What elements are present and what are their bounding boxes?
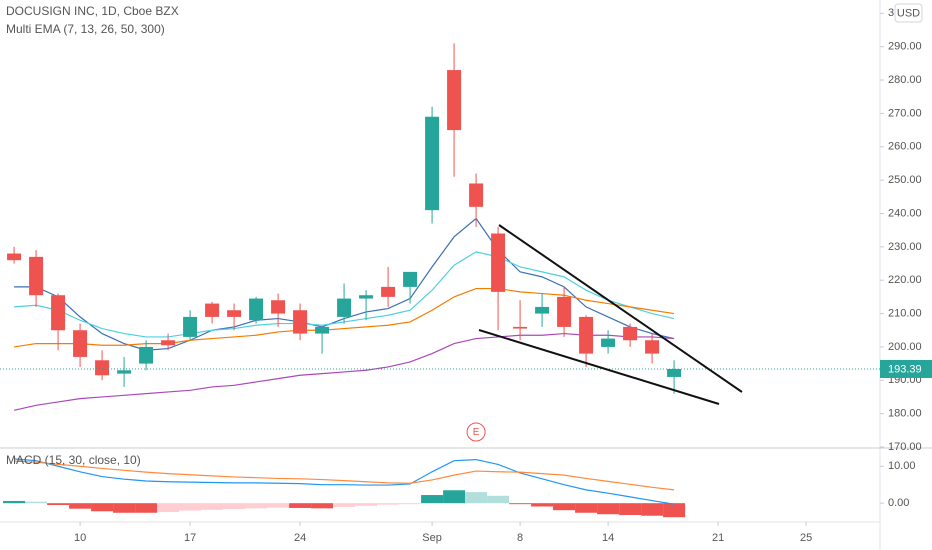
histogram-bar <box>3 500 26 504</box>
indicator-label: Multi EMA (7, 13, 26, 50, 300) <box>6 22 165 36</box>
y-tick-label: 240.00 <box>888 207 922 219</box>
histogram-bar <box>553 503 576 511</box>
earnings-label[interactable]: E <box>473 427 480 438</box>
y-tick-label: 170.00 <box>888 441 922 453</box>
last-price-box <box>880 359 932 378</box>
candle-body <box>535 306 550 314</box>
y-tick-label: 200.00 <box>888 341 922 353</box>
trend-line-lower <box>478 329 720 405</box>
candle-body <box>227 310 242 317</box>
histogram-bar <box>25 501 48 504</box>
histogram-bar <box>443 490 466 504</box>
histogram-bar <box>663 503 686 518</box>
candle-body <box>249 298 264 321</box>
earnings-marker[interactable] <box>466 422 486 442</box>
chart-title: DOCUSIGN INC, 1D, Cboe BZX <box>6 4 179 18</box>
candle-body <box>161 340 176 346</box>
histogram-bar <box>597 503 620 515</box>
trend-line-upper <box>498 224 743 393</box>
candle-body <box>469 183 484 207</box>
histogram-bar <box>157 503 180 513</box>
histogram-bar <box>113 503 136 513</box>
x-tick-label: Sep <box>422 532 442 544</box>
macd-label: MACD (15, 30, close, 10) <box>6 453 141 467</box>
x-tick-label: 21 <box>712 532 724 544</box>
histogram-bar <box>223 503 246 510</box>
histogram-bar <box>135 503 158 513</box>
histogram-bar <box>267 503 290 508</box>
histogram-bar <box>377 503 400 505</box>
histogram-bar <box>201 503 224 510</box>
y-tick-label: 270.00 <box>888 107 922 119</box>
candle-body <box>7 253 22 261</box>
y-tick-label: 10.00 <box>888 460 916 472</box>
y-tick-label: 290.00 <box>888 41 922 53</box>
candle-body <box>601 338 616 347</box>
candle-body <box>73 330 88 357</box>
candle-body <box>447 70 462 131</box>
y-tick-label: 220.00 <box>888 274 922 286</box>
histogram-bar <box>465 492 488 504</box>
y-tick-label: 260.00 <box>888 141 922 153</box>
histogram-bar <box>311 503 334 509</box>
candle-body <box>579 316 594 354</box>
candle-body <box>513 326 528 329</box>
histogram-bar <box>575 503 598 513</box>
currency-box[interactable] <box>894 3 923 23</box>
candle-body <box>491 233 506 292</box>
candle-body <box>623 326 638 341</box>
x-tick-label: 17 <box>184 532 196 544</box>
indicator-line <box>14 458 675 505</box>
candle-body <box>381 286 396 297</box>
histogram-bar <box>531 503 554 507</box>
y-tick-label: 180.00 <box>888 408 922 420</box>
candle-body <box>29 256 44 296</box>
candle-body <box>293 310 308 334</box>
histogram-bar <box>69 503 92 509</box>
last-price-label: 193.39 <box>888 363 922 375</box>
histogram-bar <box>47 503 70 506</box>
y-tick-label: 210.00 <box>888 307 922 319</box>
candle-body <box>315 326 330 334</box>
y-tick-label: 230.00 <box>888 241 922 253</box>
candle-body <box>403 271 418 287</box>
candle-body <box>425 116 440 211</box>
candle-body <box>557 296 572 327</box>
candle-body <box>359 295 374 299</box>
x-tick-label: 14 <box>602 532 614 544</box>
x-tick-label: 24 <box>294 532 306 544</box>
candle-body <box>117 370 132 374</box>
candle-body <box>51 295 66 331</box>
histogram-bar <box>245 503 268 509</box>
histogram-bar <box>641 503 664 516</box>
candle-body <box>95 360 110 376</box>
histogram-bar <box>399 503 422 505</box>
y-tick-label: 280.00 <box>888 74 922 86</box>
currency-label[interactable]: USD <box>897 7 920 19</box>
histogram-bar <box>487 495 510 504</box>
candle-body <box>271 300 286 314</box>
candle-body <box>183 316 198 337</box>
y-tick-label: 250.00 <box>888 174 922 186</box>
histogram-bar <box>333 503 356 507</box>
x-tick-label: 25 <box>800 532 812 544</box>
histogram-bar <box>421 495 444 504</box>
histogram-bar <box>91 503 114 512</box>
x-tick-label: 8 <box>517 532 523 544</box>
histogram-bar <box>289 503 312 508</box>
histogram-bar <box>619 503 642 515</box>
indicator-line <box>14 460 675 491</box>
x-tick-label: 10 <box>74 532 86 544</box>
y-tick-label: 0.00 <box>888 497 909 509</box>
candle-body <box>205 303 220 317</box>
candle-body <box>667 368 682 377</box>
histogram-bar <box>355 503 378 506</box>
candle-body <box>139 346 154 364</box>
histogram-bar <box>179 503 202 511</box>
histogram-bar <box>509 503 532 505</box>
candle-body <box>337 298 352 317</box>
candle-body <box>645 340 660 354</box>
